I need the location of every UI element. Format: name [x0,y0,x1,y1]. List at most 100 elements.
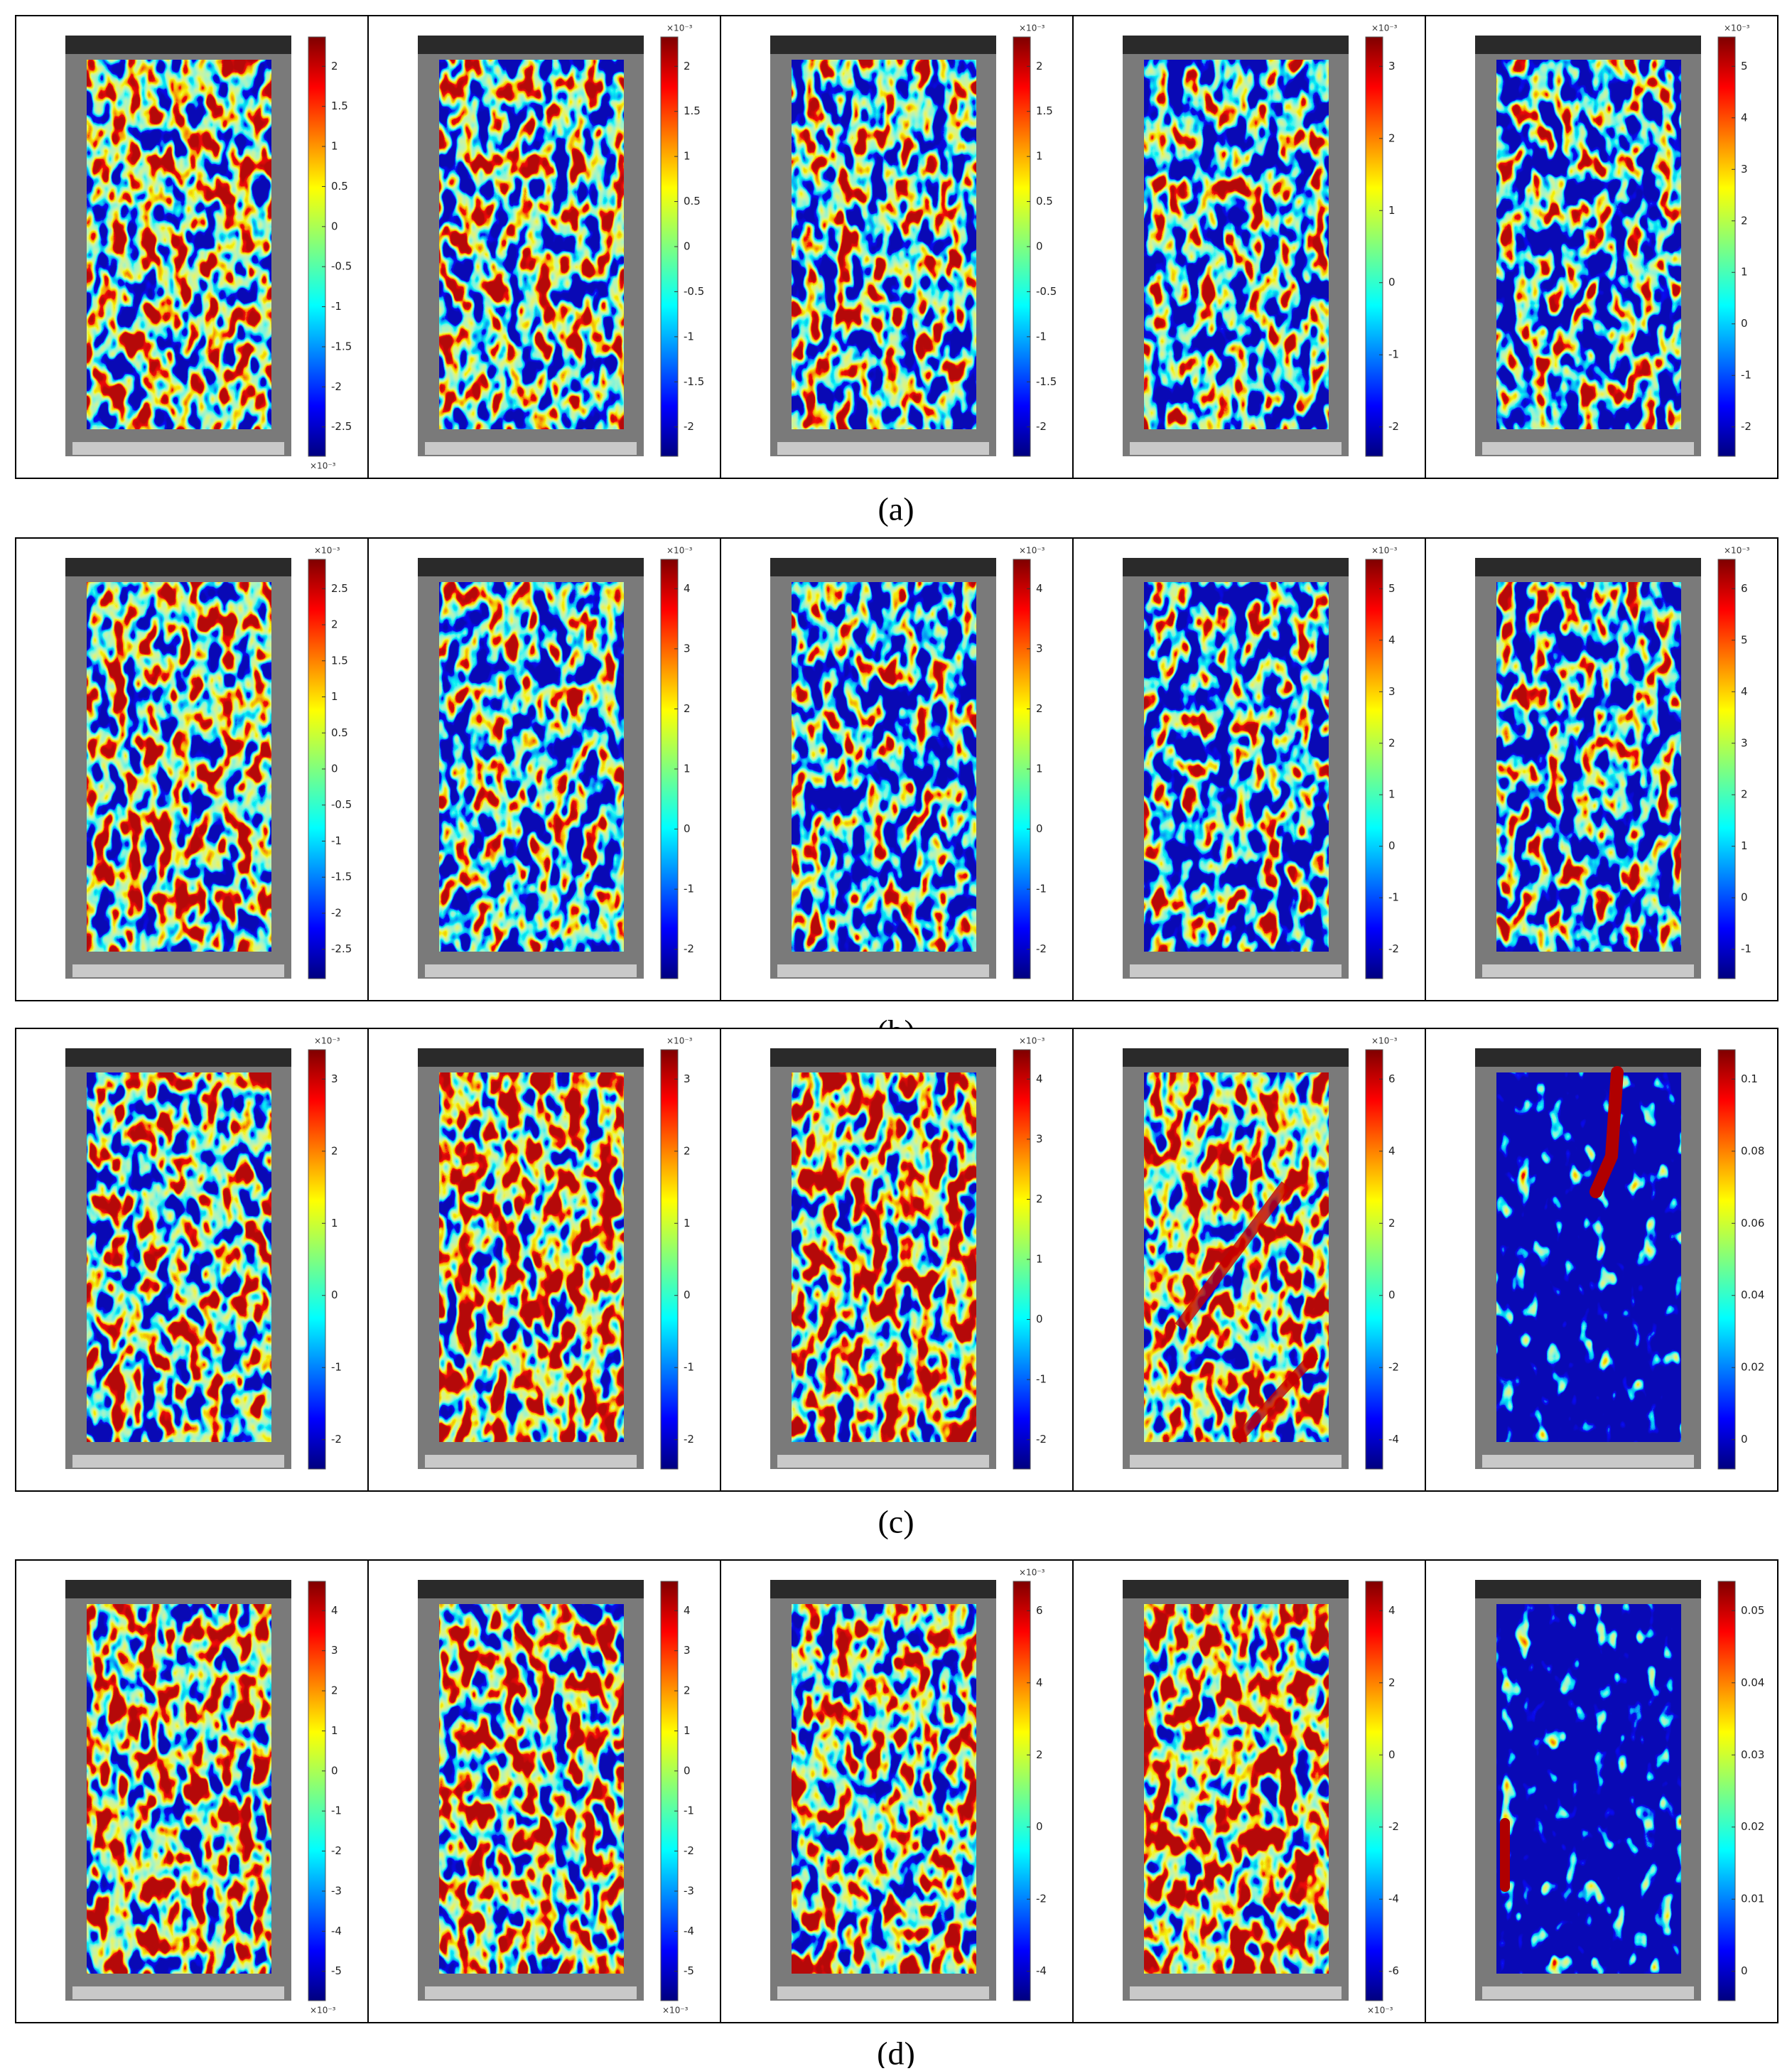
colorbar-tick-label: -1 [1741,369,1751,382]
colorbar-tick-label: -1 [331,300,342,313]
colorbar [1365,1581,1383,2001]
colorbar-exponent: ×10⁻³ [314,546,340,556]
loading-plate [1482,1986,1694,1999]
colorbar-tick-label: 0.02 [1741,1361,1764,1374]
colorbar-exponent: ×10⁻³ [666,1036,693,1046]
loading-plate [1475,36,1701,54]
colorbar-tick-label: -2 [331,906,342,919]
loading-plate [1123,1580,1349,1598]
loading-plate [425,1986,637,1999]
colorbar-tick-label: 2 [1388,1217,1396,1230]
colorbar-tick-label: 3 [1741,163,1748,176]
colorbar-tick-label: 6 [1388,1072,1396,1085]
colorbar-tick-label: 0.5 [1036,195,1053,208]
colorbar-tick-label: 1 [684,763,691,775]
strain-field [792,582,976,952]
colorbar-tick-label: 1 [331,140,338,153]
colorbar-tick-label: -4 [331,1925,342,1937]
colorbar-tick-label: 2 [1741,214,1748,227]
colorbar-tick-label: 0 [1741,1964,1748,1977]
colorbar-tick-label: -2 [684,942,694,955]
colorbar-tick-label: 2 [684,1684,691,1697]
colorbar-tick-label: 0.08 [1741,1144,1764,1157]
loading-plate [1482,1455,1694,1468]
colorbar-exponent: ×10⁻³ [666,546,693,556]
colorbar-tick-label: -3 [684,1884,694,1897]
colorbar-tick-label: -0.5 [331,260,352,273]
colorbar-tick-label: -2 [331,380,342,393]
loading-plate [1475,1048,1701,1067]
colorbar-tick-label: 0 [331,763,338,775]
colorbar-exponent: ×10⁻³ [310,461,336,471]
colorbar-tick-label: -2.5 [331,420,352,433]
loading-plate [1123,558,1349,576]
colorbar-tick-label: 0 [684,1764,691,1777]
colorbar-tick-label: 3 [1036,1132,1043,1145]
colorbar-tick-label: 0 [1036,1313,1043,1325]
loading-plate [770,558,996,576]
loading-plate [1130,442,1342,455]
colorbar-tick-label: -5 [684,1964,694,1977]
colorbar-tick-label: 4 [684,1604,691,1617]
colorbar-tick-label: 0.06 [1741,1217,1764,1230]
colorbar [1717,1049,1736,1470]
colorbar-tick-label: -1 [331,834,342,847]
colorbar-exponent: ×10⁻³ [1724,23,1750,33]
colorbar-tick-label: 2 [1036,60,1043,72]
row-label: (c) [878,1504,914,1540]
colorbar-tick-label: -3 [331,1884,342,1897]
colorbar-tick-label: -2 [1388,1361,1399,1374]
loading-plate [425,964,637,977]
strain-field [87,1604,271,1974]
loading-plate [1475,558,1701,576]
strain-field [792,1072,976,1442]
colorbar-exponent: ×10⁻³ [1724,546,1750,556]
colorbar-tick-label: 0.01 [1741,1893,1764,1905]
loading-plate [1123,36,1349,54]
colorbar-tick-label: 2 [684,1144,691,1157]
colorbar-tick-label: 1 [1036,1253,1043,1266]
colorbar [1365,559,1383,979]
colorbar-tick-label: 3 [331,1644,338,1657]
colorbar-exponent: ×10⁻³ [1019,546,1045,556]
colorbar-tick-label: 0 [684,1289,691,1301]
strain-field [87,1072,271,1442]
colorbar-tick-label: 1 [1036,150,1043,163]
colorbar-tick-label: 5 [1388,582,1396,595]
colorbar-tick-label: 2 [1036,1748,1043,1761]
colorbar-tick-label: -2 [1388,942,1399,955]
loading-plate [65,1580,291,1598]
colorbar-tick-label: 1 [684,150,691,163]
colorbar-tick-label: 0.03 [1741,1748,1764,1761]
strain-field [1144,582,1329,952]
colorbar-tick-label: -5 [331,1964,342,1977]
colorbar-tick-label: 0 [684,822,691,835]
colorbar-tick-label: 2 [1036,1193,1043,1205]
colorbar-tick-label: -1 [684,1804,694,1817]
colorbar-exponent: ×10⁻³ [1371,23,1398,33]
colorbar-tick-label: -2 [1741,420,1751,433]
colorbar-tick-label: 2 [331,60,338,72]
row-label: (a) [878,491,914,527]
colorbar-tick-label: 0.5 [684,195,701,208]
colorbar-tick-label: 3 [684,642,691,655]
strain-field [1496,60,1681,429]
strain-field [1496,1604,1681,1974]
colorbar-tick-label: 3 [684,1072,691,1085]
colorbar-tick-label: -1 [331,1361,342,1374]
colorbar-tick-label: -4 [684,1925,694,1937]
colorbar-tick-label: 2 [331,1684,338,1697]
strain-field [792,60,976,429]
colorbar-tick-label: 2 [1036,702,1043,715]
colorbar-tick-label: 0 [1036,240,1043,253]
colorbar-tick-label: -2 [1036,942,1047,955]
colorbar-tick-label: -2 [1036,1433,1047,1446]
loading-plate [1482,442,1694,455]
colorbar-tick-label: -2 [331,1844,342,1857]
loading-plate [65,1048,291,1067]
colorbar-tick-label: 4 [1388,633,1396,646]
colorbar-tick-label: 3 [1388,685,1396,698]
strain-field [439,1604,624,1974]
colorbar-tick-label: 2 [331,618,338,631]
